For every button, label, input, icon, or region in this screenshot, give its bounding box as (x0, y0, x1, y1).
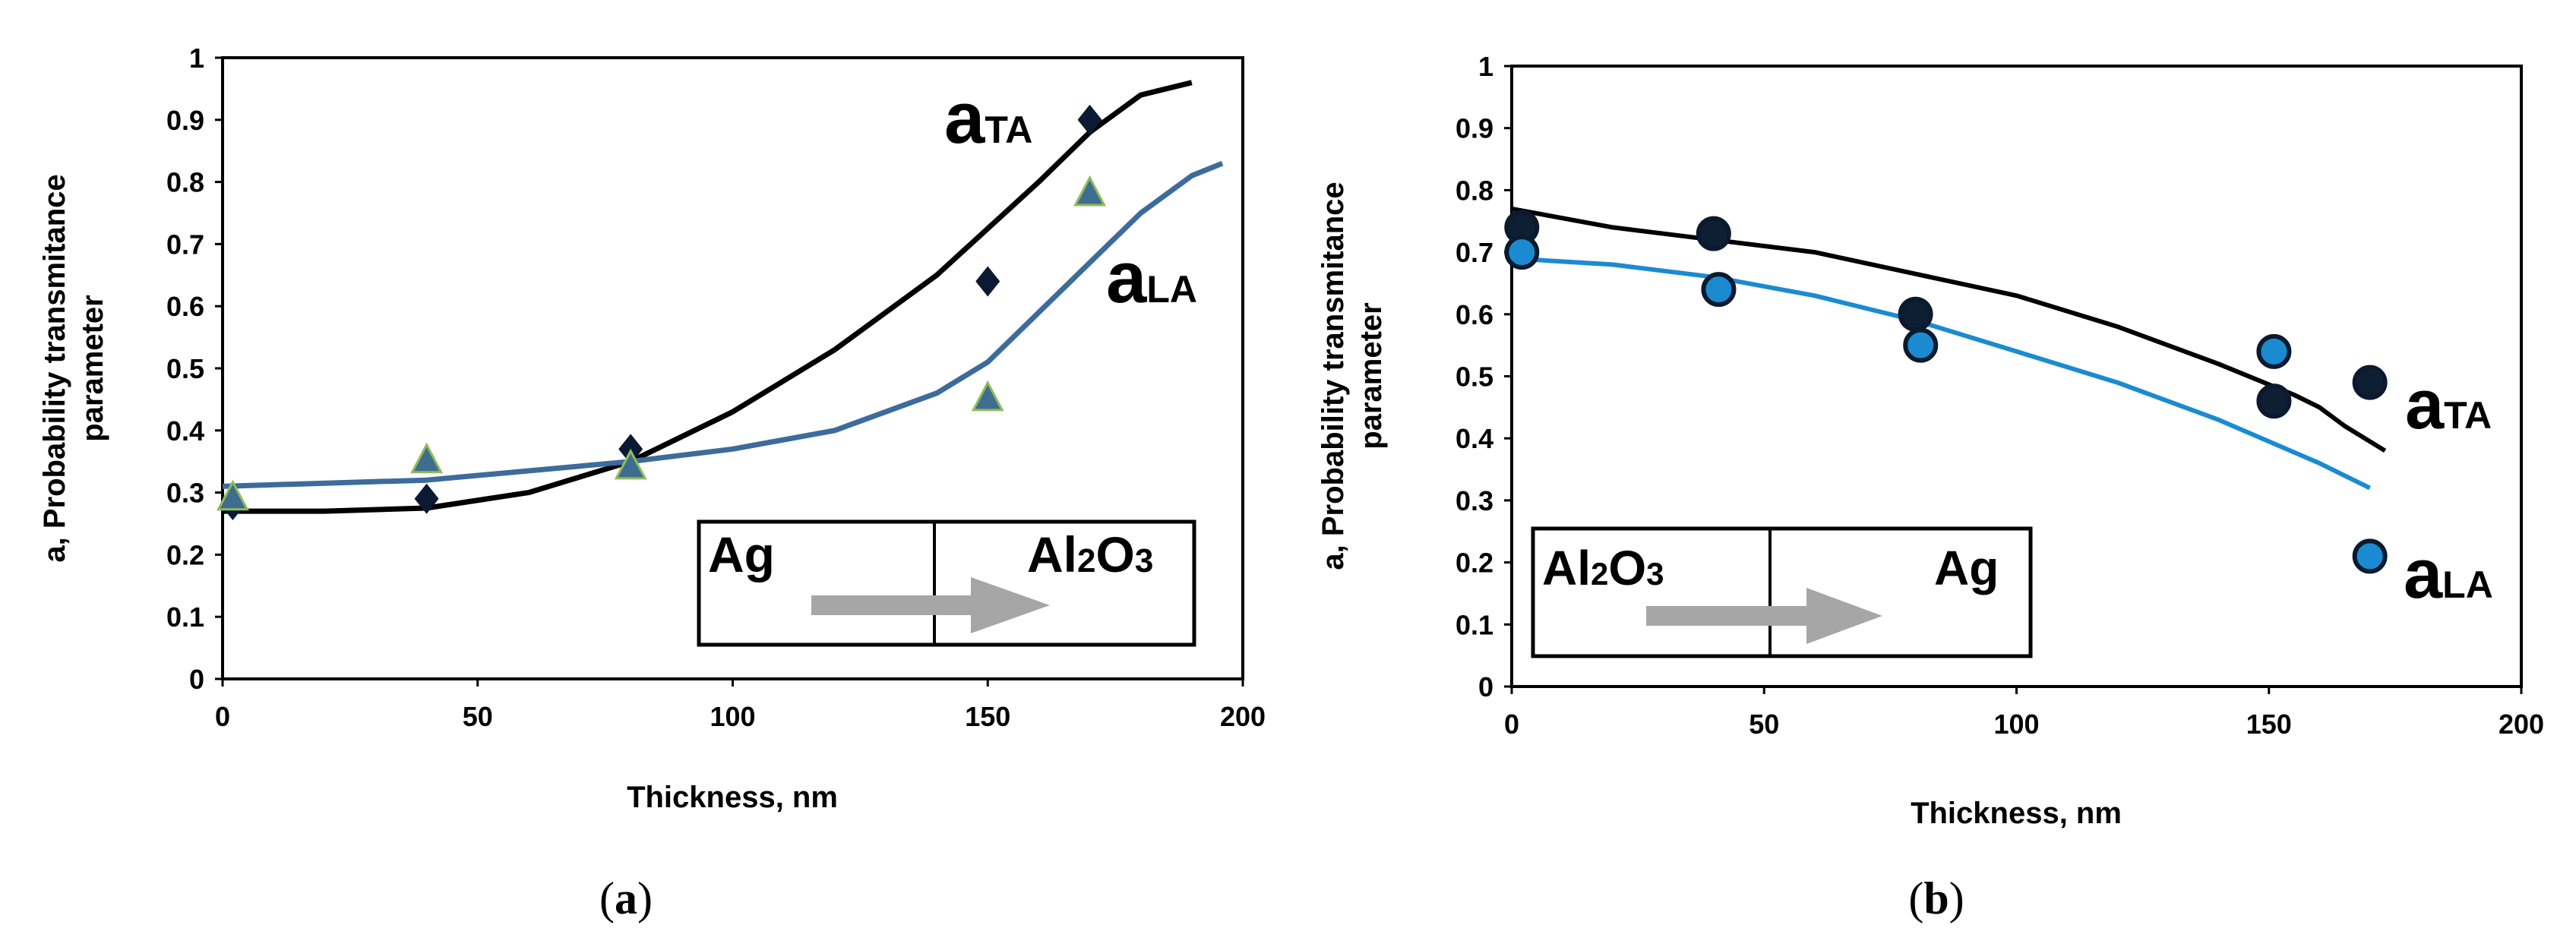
panel-a-inset-right-label: Al2O3 (1027, 526, 1153, 582)
y-tick-label: 0.6 (1456, 299, 1493, 330)
y-tick-label: 1 (189, 43, 204, 74)
y-tick-label: 0.1 (1456, 609, 1493, 640)
panel-a-inset-left-label: Ag (708, 526, 775, 582)
point-aLA (614, 448, 647, 480)
panel-b-y-ticks: 0 0.1 0.2 0.3 0.4 0.5 0.6 0.7 0.8 0.9 1 (1456, 51, 1512, 702)
panel-b-inset: Al2O3 Ag (1531, 526, 2033, 658)
x-tick-label: 200 (1220, 701, 1266, 732)
panel-b-y-axis-label-line1: a, Probability transmitance (1316, 182, 1350, 570)
panel-a-inset: Ag Al2O3 (697, 519, 1196, 647)
panel-a-data-points (216, 104, 1107, 520)
point-aTA (2352, 365, 2388, 400)
y-tick-label: 0.7 (1456, 237, 1493, 268)
y-tick-label: 0.2 (1456, 548, 1493, 579)
x-tick-label: 150 (965, 701, 1010, 732)
point-aLA (2256, 333, 2292, 369)
y-tick-label: 0.5 (166, 353, 204, 384)
y-tick-label: 0.3 (1456, 485, 1493, 516)
panel-a-fit-lines (222, 80, 1224, 514)
point-aLA (410, 442, 444, 474)
y-tick-label: 0.7 (166, 229, 204, 260)
panel-b-x-axis-label: Thickness, nm (1911, 797, 2122, 830)
panel-a-caption: (a) (599, 873, 653, 923)
y-tick-label: 0 (189, 664, 204, 695)
x-tick-label: 0 (215, 701, 230, 732)
x-tick-label: 0 (1504, 709, 1519, 740)
panel-b-data-points (1504, 210, 2388, 574)
point-aLA (1903, 327, 1939, 363)
y-tick-label: 0.6 (166, 291, 204, 322)
x-tick-label: 100 (710, 701, 755, 732)
y-tick-label: 0.4 (1456, 423, 1493, 454)
panel-a-label-aLA: aLA (1106, 237, 1197, 318)
point-aTA (1898, 296, 1933, 332)
point-aLA (1701, 272, 1737, 308)
point-aLA (1073, 175, 1107, 207)
panel-a-y-axis-label-line2: parameter (76, 295, 109, 441)
y-tick-label: 1 (1478, 51, 1493, 82)
y-tick-label: 0.8 (1456, 175, 1493, 206)
panel-b-inset-right-label: Ag (1934, 541, 1999, 595)
x-tick-label: 200 (2499, 709, 2544, 740)
point-aTA (414, 483, 439, 514)
x-tick-label: 50 (463, 701, 493, 732)
point-aTA (1077, 104, 1102, 135)
panel-b-inset-arrow (1646, 588, 1882, 644)
point-aTA (2256, 384, 2292, 419)
panel-b-fit-lines (1511, 206, 2387, 491)
y-tick-label: 0.2 (166, 539, 204, 570)
panel-b-caption: (b) (1908, 873, 1964, 923)
panel-a-x-ticks: 0 50 100 150 200 (215, 679, 1266, 732)
y-tick-label: 0.4 (166, 415, 204, 447)
y-tick-label: 0.9 (1456, 113, 1493, 144)
point-aLA (2352, 538, 2388, 574)
panel-a-x-axis-label: Thickness, nm (627, 781, 838, 814)
y-tick-label: 0.8 (166, 167, 204, 198)
x-tick-label: 100 (1993, 709, 2039, 740)
x-tick-label: 150 (2246, 709, 2292, 740)
panel-b-x-ticks: 0 50 100 150 200 (1504, 687, 2544, 740)
y-tick-label: 0 (1478, 671, 1493, 702)
panel-a-inset-arrow (811, 577, 1050, 633)
panel-b-label-aLA: aLA (2404, 535, 2493, 613)
fit-line-aTA (223, 80, 1193, 514)
panel-a-y-axis-label-line1: a, Probability transmitance (38, 174, 71, 562)
x-tick-label: 50 (1749, 709, 1779, 740)
panel-a-inset-box (697, 519, 1196, 647)
panel-b-label-aTA: aTA (2405, 366, 2492, 444)
point-aLA (1504, 235, 1540, 270)
fit-line-aLA (1511, 256, 2371, 491)
point-aLA (971, 380, 1004, 412)
panel-a-label-aTA: aTA (944, 77, 1032, 159)
y-tick-label: 0.3 (166, 478, 204, 509)
point-aTA (975, 266, 1000, 297)
panel-b-inset-box (1531, 526, 2033, 658)
panel-a-y-ticks: 0 0.1 0.2 0.3 0.4 0.5 0.6 0.7 0.8 0.9 1 (166, 43, 223, 695)
panel-b: 0 0.1 0.2 0.3 0.4 0.5 0.6 0.7 0.8 0.9 1 0 50 100 150 2… (1316, 51, 2544, 923)
panel-a: 0 0.1 0.2 0.3 0.4 0.5 0.6 0.7 0.8 0.9 1 0 50 100 150 2… (38, 43, 1266, 923)
y-tick-label: 0.5 (1456, 361, 1493, 393)
panel-b-y-axis-label-line2: parameter (1354, 302, 1388, 449)
panel-b-inset-left-label: Al2O3 (1542, 541, 1664, 595)
fit-line-aLA (222, 160, 1224, 489)
y-tick-label: 0.9 (166, 105, 204, 136)
point-aTA (1696, 216, 1731, 251)
point-aLA (216, 479, 249, 511)
y-tick-label: 0.1 (166, 601, 204, 633)
